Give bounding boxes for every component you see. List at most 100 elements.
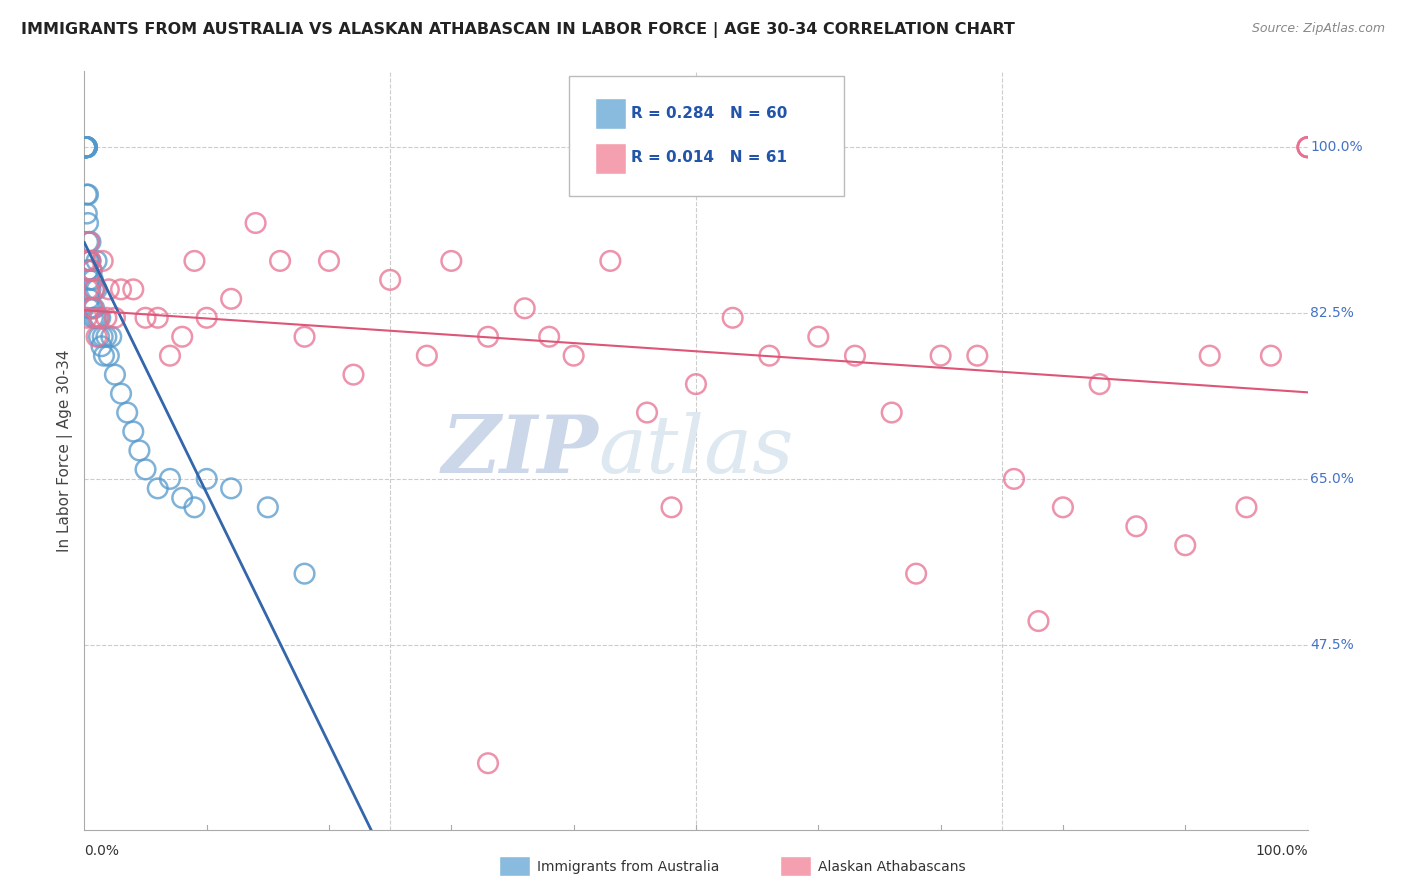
Point xyxy=(880,406,903,420)
Point xyxy=(1296,140,1319,154)
Point xyxy=(115,406,138,420)
Point xyxy=(87,330,110,344)
Point xyxy=(83,282,105,296)
Point xyxy=(183,254,205,268)
Point xyxy=(79,282,101,296)
Point xyxy=(77,235,100,249)
Point xyxy=(77,263,100,277)
Point xyxy=(440,254,463,268)
Point xyxy=(75,140,97,154)
Point xyxy=(82,273,104,287)
Point xyxy=(75,140,97,154)
Point xyxy=(122,425,145,439)
Point xyxy=(77,282,100,296)
Point xyxy=(90,339,112,353)
Text: IMMIGRANTS FROM AUSTRALIA VS ALASKAN ATHABASCAN IN LABOR FORCE | AGE 30-34 CORRE: IMMIGRANTS FROM AUSTRALIA VS ALASKAN ATH… xyxy=(21,22,1015,38)
Point xyxy=(87,310,110,325)
Point xyxy=(159,349,181,363)
Point xyxy=(77,292,100,306)
Text: 100.0%: 100.0% xyxy=(1310,140,1362,154)
Point xyxy=(91,254,114,268)
Text: 82.5%: 82.5% xyxy=(1310,306,1354,320)
Point xyxy=(807,330,830,344)
Point xyxy=(82,301,104,316)
Point xyxy=(96,310,118,325)
Point xyxy=(146,310,169,325)
Point xyxy=(929,349,952,363)
Point xyxy=(75,254,97,268)
Point xyxy=(80,263,103,277)
Point xyxy=(128,443,150,458)
Point xyxy=(294,566,316,581)
Point xyxy=(86,254,108,268)
Point xyxy=(1296,140,1319,154)
Point xyxy=(269,254,291,268)
Point xyxy=(86,330,108,344)
Point xyxy=(79,254,101,268)
Point xyxy=(83,301,105,316)
Point xyxy=(104,368,127,382)
Point xyxy=(219,292,242,306)
Point xyxy=(966,349,988,363)
Point xyxy=(75,140,97,154)
Point xyxy=(1028,614,1050,628)
Point xyxy=(79,235,101,249)
Point xyxy=(77,273,100,287)
Point xyxy=(636,406,658,420)
Point xyxy=(318,254,340,268)
Point xyxy=(97,349,120,363)
Point xyxy=(76,140,98,154)
Point xyxy=(76,140,98,154)
Point xyxy=(1088,377,1111,392)
Point xyxy=(758,349,780,363)
Point xyxy=(661,500,683,515)
Point xyxy=(91,330,114,344)
Point xyxy=(477,330,499,344)
Point xyxy=(75,140,97,154)
Point xyxy=(96,330,118,344)
Point xyxy=(75,140,97,154)
Point xyxy=(342,368,364,382)
Point xyxy=(75,140,97,154)
Text: Alaskan Athabascans: Alaskan Athabascans xyxy=(818,860,966,874)
Point xyxy=(513,301,536,316)
Text: ZIP: ZIP xyxy=(441,412,598,489)
Point xyxy=(1296,140,1319,154)
Point xyxy=(77,216,100,230)
Text: R = 0.014   N = 61: R = 0.014 N = 61 xyxy=(631,151,787,165)
Point xyxy=(1198,349,1220,363)
Point xyxy=(76,140,98,154)
Point xyxy=(135,310,157,325)
Point xyxy=(844,349,866,363)
Point xyxy=(80,301,103,316)
Point xyxy=(75,140,97,154)
Point xyxy=(110,386,132,401)
Point xyxy=(1260,349,1282,363)
Point xyxy=(257,500,280,515)
Text: 65.0%: 65.0% xyxy=(1310,472,1354,486)
Point xyxy=(721,310,744,325)
Text: 0.0%: 0.0% xyxy=(84,844,120,858)
Point xyxy=(76,310,98,325)
Point xyxy=(82,310,104,325)
Point xyxy=(159,472,181,486)
Point xyxy=(93,349,115,363)
Point xyxy=(905,566,928,581)
Text: Source: ZipAtlas.com: Source: ZipAtlas.com xyxy=(1251,22,1385,36)
Point xyxy=(76,140,98,154)
Point xyxy=(77,301,100,316)
Point xyxy=(84,310,107,325)
Point xyxy=(1296,140,1319,154)
Point xyxy=(76,187,98,202)
Point xyxy=(77,254,100,268)
Point xyxy=(83,282,105,296)
Point xyxy=(1052,500,1074,515)
Point xyxy=(77,254,100,268)
Point xyxy=(172,330,194,344)
Point xyxy=(87,310,110,325)
Point xyxy=(77,263,100,277)
Point xyxy=(76,140,98,154)
Point xyxy=(416,349,439,363)
Point xyxy=(172,491,194,505)
Point xyxy=(76,206,98,220)
